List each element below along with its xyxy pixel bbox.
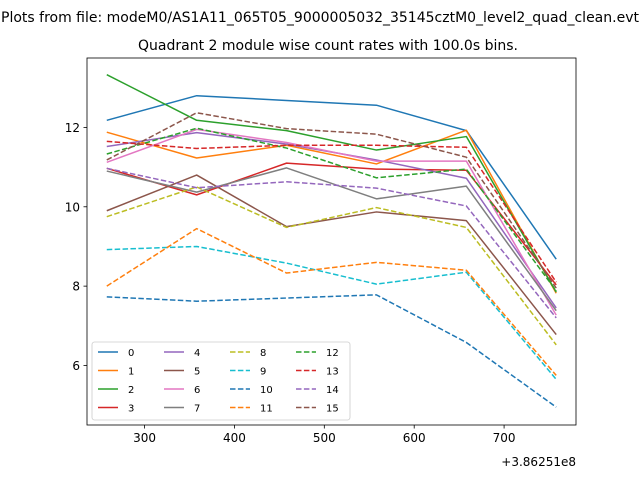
series-line-0 [106,94,557,260]
legend-label-4: 4 [194,348,200,359]
legend-label-2: 2 [128,385,134,396]
legend-label-15: 15 [326,404,339,415]
legend-label-13: 13 [326,367,339,378]
legend-label-0: 0 [128,348,134,359]
legend-box [91,341,351,421]
axes-border [86,57,577,426]
legend-label-6: 6 [194,385,200,396]
legend-label-11: 11 [260,404,273,415]
series-line-1 [106,129,557,294]
legend-label-14: 14 [326,385,339,396]
series-line-10 [106,294,557,408]
y-axis-ticks: 6 8 10 12 [65,121,87,373]
series-line-8 [106,186,557,346]
legend-label-12: 12 [326,348,339,359]
series-line-2 [106,73,557,293]
x-tick-label: 600 [403,431,426,445]
legend-label-9: 9 [260,367,266,378]
legend-label-5: 5 [194,367,200,378]
y-tick-label: 8 [72,280,80,294]
legend-label-7: 7 [194,404,200,415]
legend-label-10: 10 [260,385,273,396]
series-line-5 [106,174,557,336]
x-axis-offset-label: +3.86251e8 [501,455,576,469]
chart-title: Quadrant 2 module wise count rates with … [138,38,518,54]
series-line-14 [106,167,557,319]
x-tick-label: 700 [493,431,516,445]
series-line-12 [106,127,557,292]
series-line-6 [106,128,557,316]
legend-label-8: 8 [260,348,266,359]
x-axis-ticks: 300 400 500 600 700 [133,425,516,445]
series-line-13 [106,140,557,283]
series-line-7 [106,167,557,312]
y-tick-label: 10 [65,200,80,214]
legend-label-3: 3 [128,404,134,415]
series-layer [106,73,557,408]
y-tick-label: 12 [65,121,80,135]
figure-suptitle: Plots from file: modeM0/AS1A11_065T05_90… [1,10,639,26]
series-line-15 [106,112,557,289]
x-tick-label: 300 [133,431,156,445]
legend-label-1: 1 [128,367,134,378]
axes-spines [86,57,577,426]
x-tick-label: 500 [313,431,336,445]
series-line-11 [106,227,557,376]
x-tick-label: 400 [223,431,246,445]
y-tick-label: 6 [72,359,80,373]
series-line-9 [106,245,557,380]
